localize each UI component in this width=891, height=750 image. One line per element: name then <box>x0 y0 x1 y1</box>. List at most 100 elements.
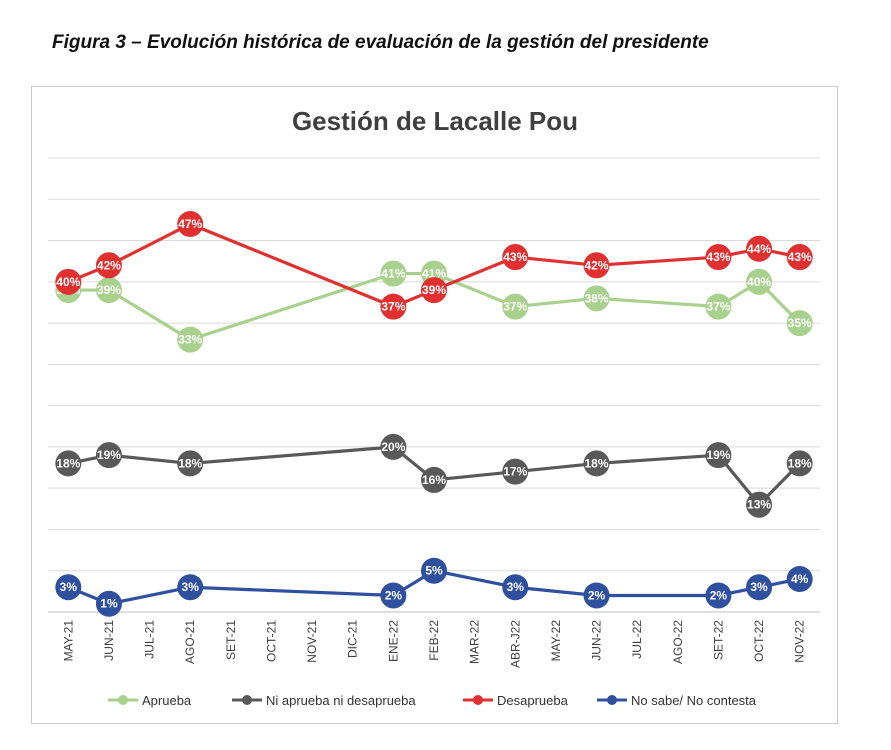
data-label: 19% <box>97 448 121 462</box>
legend-item: Desaprueba <box>463 693 569 708</box>
data-point <box>786 310 813 337</box>
series-line <box>67 445 801 507</box>
data-label: 17% <box>503 465 527 479</box>
data-point <box>95 442 122 469</box>
x-tick-label: JUN-21 <box>102 620 116 661</box>
data-label: 38% <box>585 291 609 305</box>
series-layer: 39% 39% 33% 41% 41% 37% 38% 37% 40% 35% 18% 19% 18% 2… <box>55 211 813 617</box>
data-point <box>705 244 732 271</box>
legend-marker <box>242 695 252 705</box>
legend-item: No sabe/ No contesta <box>597 693 757 708</box>
data-label: 43% <box>503 250 527 264</box>
x-tick-label: OCT-21 <box>264 620 278 662</box>
x-tick-label: NOV-21 <box>305 620 319 663</box>
data-point <box>502 244 529 271</box>
data-point <box>380 433 407 460</box>
data-point <box>502 458 529 485</box>
data-label: 3% <box>750 580 768 594</box>
legend-item: Ni aprueba ni desaprueba <box>232 693 416 708</box>
x-tick-label: OCT-22 <box>752 620 766 662</box>
data-point <box>95 252 122 279</box>
gridlines <box>48 157 820 613</box>
data-point <box>786 450 813 477</box>
data-label: 40% <box>747 275 771 289</box>
data-point <box>746 491 773 518</box>
data-point <box>55 268 82 295</box>
x-tick-label: DIC-21 <box>346 620 360 658</box>
data-label: 41% <box>381 267 405 281</box>
data-label: 4% <box>791 572 809 586</box>
data-label: 37% <box>503 300 527 314</box>
x-tick-label: AGO-21 <box>183 620 197 664</box>
x-tick-label: JUL-21 <box>143 620 157 659</box>
data-label: 1% <box>100 597 118 611</box>
data-label: 40% <box>56 275 80 289</box>
data-label: 33% <box>178 333 202 347</box>
series-line <box>67 222 801 309</box>
data-point <box>421 466 447 493</box>
series-1: 18% 19% 18% 20% 16% 17% 18% 19% 13% 18% <box>55 433 813 518</box>
data-point <box>786 565 813 592</box>
data-point <box>583 450 610 477</box>
legend-label: Ni aprueba ni desaprueba <box>266 693 416 708</box>
data-label: 39% <box>422 283 446 297</box>
data-point <box>55 574 82 601</box>
data-point <box>746 235 773 262</box>
x-tick-label: JUN-22 <box>590 620 604 661</box>
data-point <box>95 590 122 617</box>
data-label: 18% <box>56 456 80 470</box>
figure-caption: Figura 3 – Evolución histórica de evalua… <box>52 32 709 53</box>
data-label: 18% <box>585 456 609 470</box>
legend-marker <box>473 695 483 705</box>
data-label: 2% <box>710 588 728 602</box>
data-point <box>177 450 204 477</box>
data-point <box>746 574 773 601</box>
data-label: 35% <box>788 316 812 330</box>
data-label: 37% <box>706 300 730 314</box>
data-point <box>380 293 407 320</box>
data-label: 44% <box>747 242 771 256</box>
x-tick-label: MAY-22 <box>549 620 563 662</box>
series-0: 39% 39% 33% 41% 41% 37% 38% 37% 40% 35% <box>55 260 813 353</box>
legend-label: Aprueba <box>142 693 192 708</box>
legend-label: No sabe/ No contesta <box>631 693 757 708</box>
data-label: 2% <box>385 588 403 602</box>
data-label: 16% <box>422 473 446 487</box>
data-point <box>177 574 204 601</box>
x-tick-label: JUL-22 <box>630 620 644 659</box>
series-line <box>68 271 801 342</box>
data-point <box>55 450 82 477</box>
data-label: 39% <box>97 283 121 297</box>
data-label: 13% <box>747 498 771 512</box>
x-axis-ticks: MAY-21 JUN-21 JUL-21 AGO-21 SET-21 OCT-21 NOV-… <box>61 620 806 668</box>
chart-title: Gestión de Lacalle Pou <box>292 106 578 136</box>
series-line <box>67 569 801 606</box>
series-3: 3% 1% 3% 2% 5% 3% 2% 2% 3% 4% <box>55 557 813 617</box>
data-point <box>583 252 610 279</box>
x-tick-label: MAY-21 <box>61 620 75 662</box>
data-label: 18% <box>788 456 812 470</box>
data-point <box>746 268 773 295</box>
data-point <box>177 211 204 238</box>
data-point <box>705 442 732 469</box>
data-label: 5% <box>425 564 443 578</box>
data-point <box>583 285 610 312</box>
x-tick-label: FEB-22 <box>427 620 441 661</box>
data-label: 20% <box>381 440 405 454</box>
data-point <box>421 277 447 304</box>
legend-item: Aprueba <box>108 693 192 708</box>
series-2: 40% 42% 47% 37% 39% 43% 42% 43% 44% 43% <box>55 211 813 320</box>
data-label: 18% <box>178 456 202 470</box>
data-label: 3% <box>182 580 200 594</box>
x-tick-label: AGO-22 <box>671 620 685 664</box>
data-label: 43% <box>788 250 812 264</box>
data-label: 3% <box>60 580 78 594</box>
data-label: 19% <box>706 448 730 462</box>
data-label: 41% <box>422 267 446 281</box>
data-point <box>786 244 813 271</box>
data-label: 2% <box>588 588 606 602</box>
data-label: 3% <box>507 580 525 594</box>
x-tick-label: ABR-J22 <box>508 620 522 668</box>
x-tick-label: MAR-22 <box>468 620 482 664</box>
